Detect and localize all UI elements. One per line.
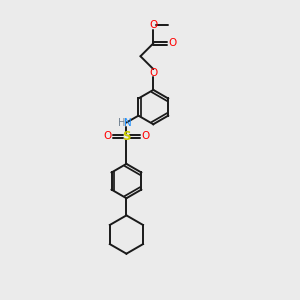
Text: O: O bbox=[149, 20, 158, 30]
Text: H: H bbox=[118, 118, 126, 128]
Text: O: O bbox=[103, 131, 111, 142]
Text: O: O bbox=[141, 131, 150, 142]
Text: O: O bbox=[168, 38, 177, 48]
Text: O: O bbox=[149, 68, 158, 78]
Text: N: N bbox=[124, 118, 132, 128]
Text: S: S bbox=[122, 130, 131, 143]
